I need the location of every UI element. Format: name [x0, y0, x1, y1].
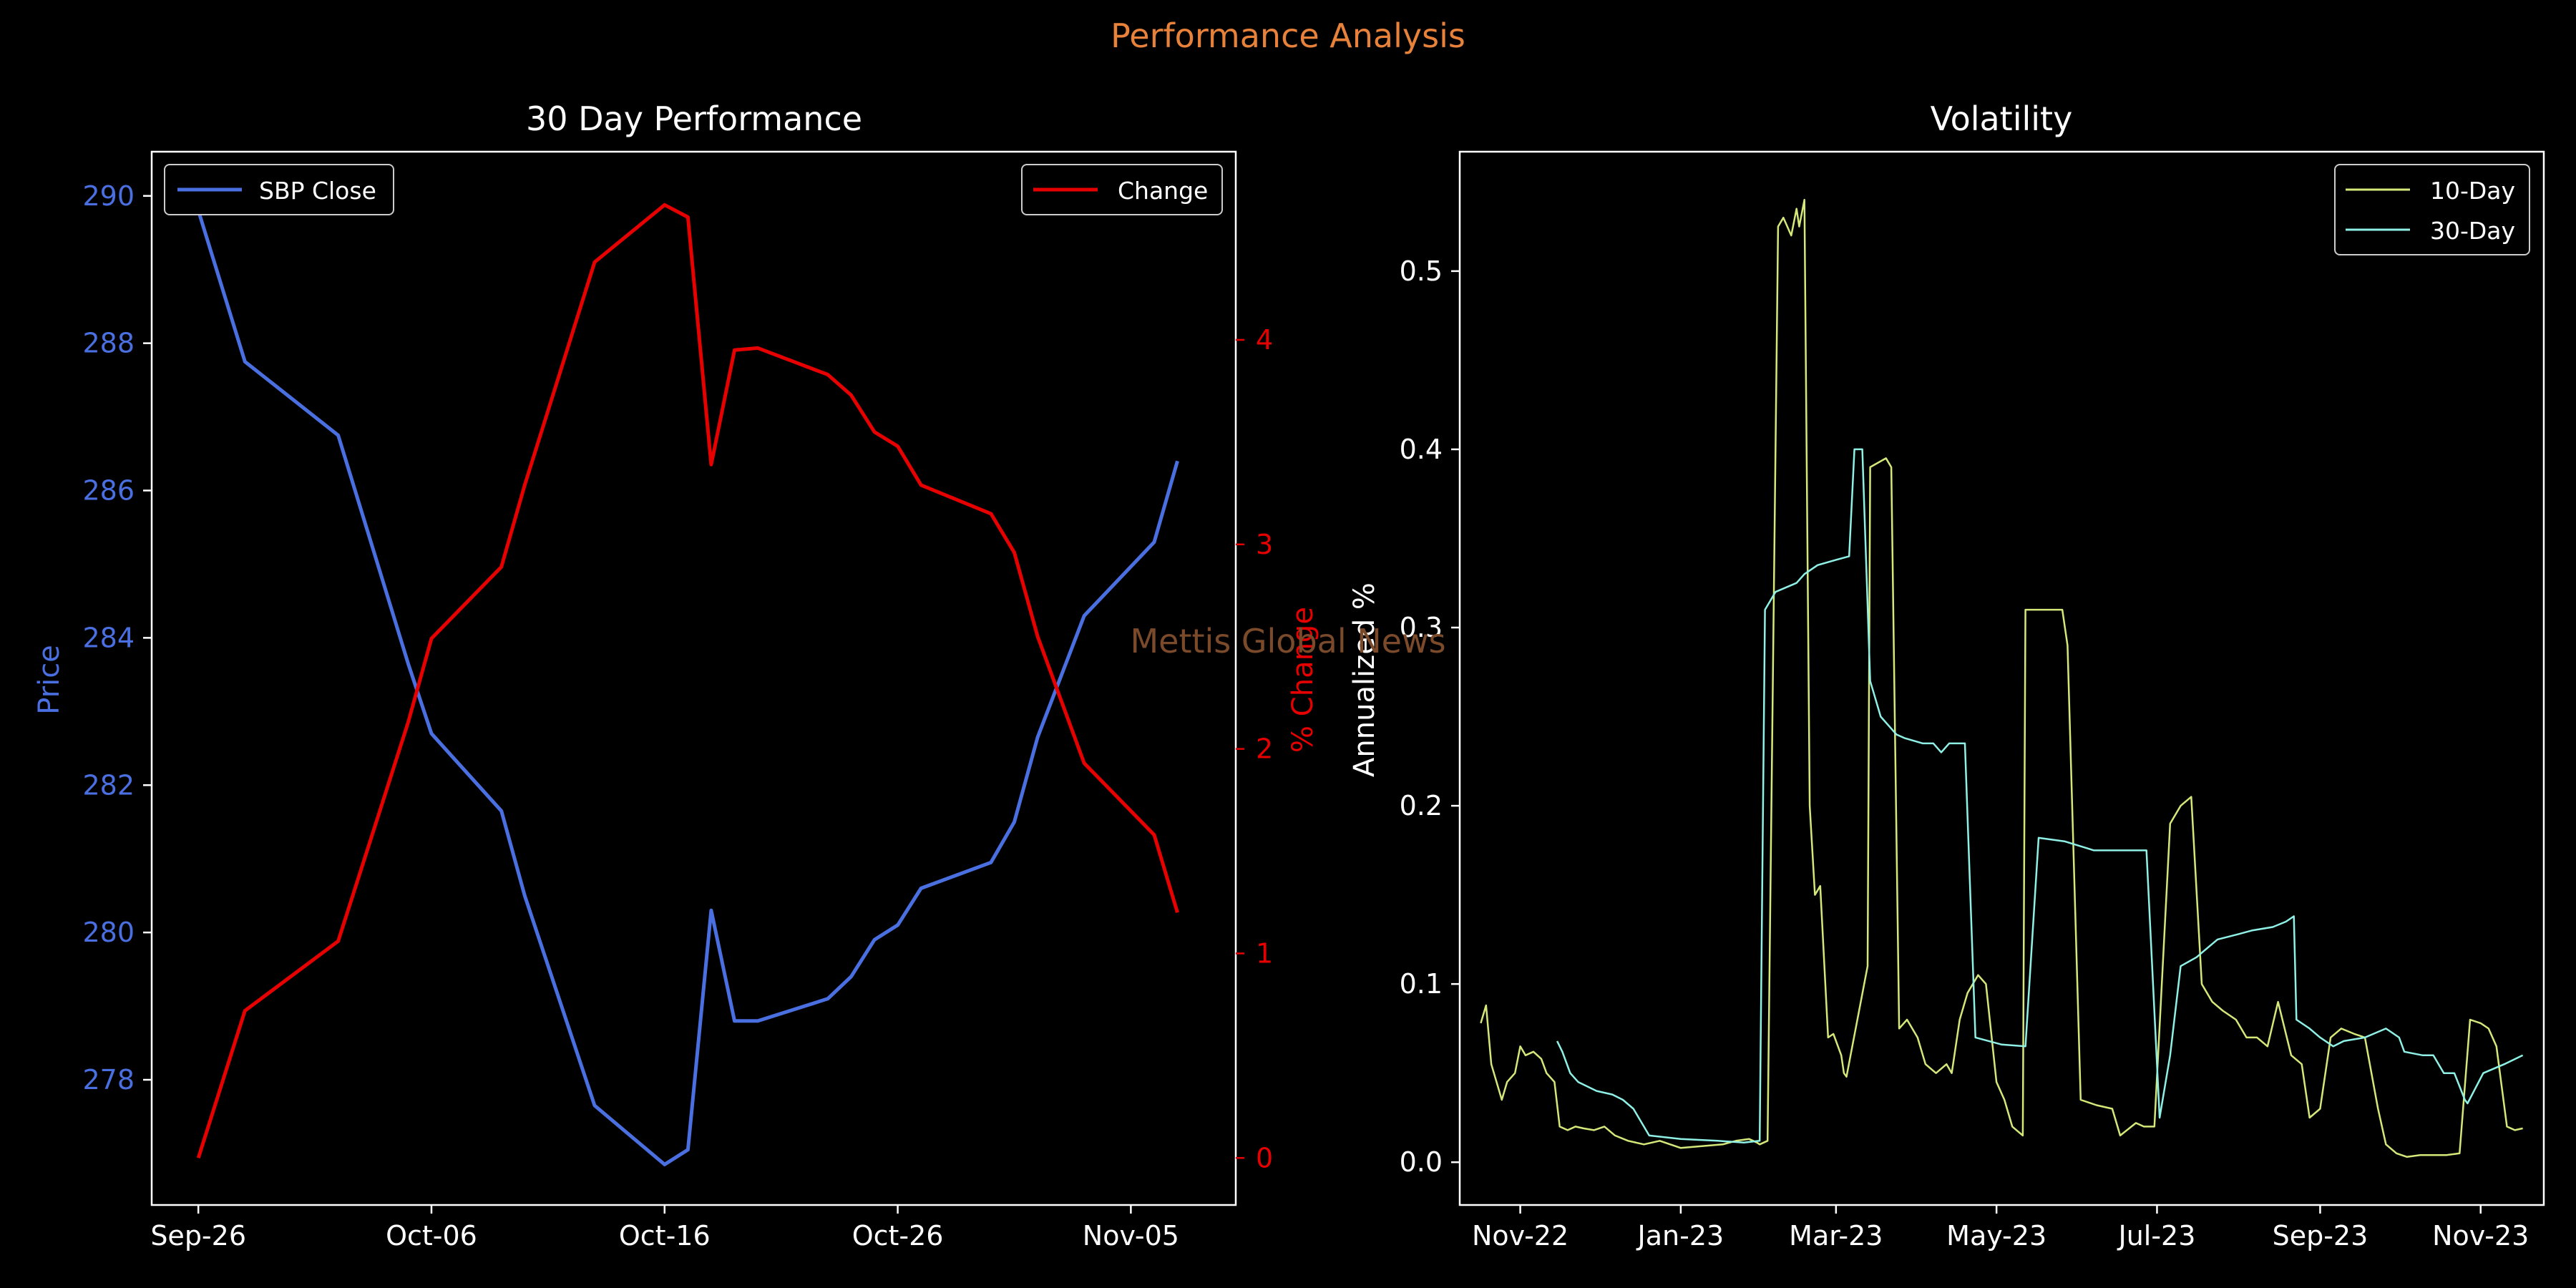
y2-tick-label: 1 — [1256, 937, 1273, 969]
y-tick-label: 288 — [82, 328, 135, 359]
series-line-change — [196, 203, 1179, 1159]
series-line-10-day — [1480, 198, 2523, 1158]
watermark: Mettis Global News — [1130, 622, 1445, 660]
x-tick-label: Nov-05 — [1083, 1220, 1179, 1252]
y-tick-label: 0.2 — [1400, 790, 1443, 821]
x-tick-label: Jan-23 — [1636, 1220, 1724, 1252]
y2-tick-label: 3 — [1256, 529, 1273, 560]
plot-frame — [1458, 150, 2545, 1206]
x-tick-label: Jul-23 — [2117, 1220, 2195, 1252]
y-tick-label: 0.3 — [1400, 612, 1443, 643]
legend-box — [1021, 164, 1223, 215]
y-tick-label: 0.1 — [1400, 968, 1443, 1000]
y-axis-label: Price — [33, 645, 66, 715]
legend-label-10-day: 10-Day — [2430, 177, 2515, 205]
x-tick-label: Mar-23 — [1789, 1220, 1883, 1252]
x-tick-label: Sep-23 — [2273, 1220, 2368, 1252]
x-tick-label: Nov-23 — [2432, 1220, 2529, 1252]
chart-30-day-performance: 30 Day Performance Sep-26 Oct-06 Oct-16 Oct… — [33, 99, 1319, 1252]
legend: 10-Day 30-Day — [2334, 164, 2530, 255]
series-line-30-day — [1556, 448, 2524, 1144]
y-tick-label: 0.0 — [1400, 1146, 1443, 1178]
x-tick-label: Oct-16 — [619, 1220, 711, 1252]
chart-title: Volatility — [1931, 99, 2073, 138]
y2-tick-label: 0 — [1256, 1142, 1273, 1174]
x-tick-label: Oct-06 — [386, 1220, 477, 1252]
legend-box — [164, 164, 394, 215]
y-tick-label: 284 — [82, 622, 135, 653]
y-axis-label: Annualized % — [1348, 582, 1381, 777]
y-tick-label: 0.5 — [1400, 255, 1443, 287]
y-tick-label: 286 — [82, 475, 135, 507]
y2-tick-label: 2 — [1256, 733, 1273, 765]
legend-box — [2334, 164, 2530, 255]
figure-suptitle: Performance Analysis — [1111, 16, 1465, 55]
y2-tick-label: 4 — [1256, 324, 1273, 356]
plot-frame — [150, 150, 1237, 1206]
x-tick-label: Nov-22 — [1472, 1220, 1568, 1252]
legend-label-30-day: 30-Day — [2430, 217, 2515, 245]
y-tick-label: 282 — [82, 769, 135, 801]
chart-title: 30 Day Performance — [526, 99, 862, 138]
x-tick-label: May-23 — [1946, 1220, 2046, 1252]
y-tick-label: 278 — [82, 1064, 135, 1096]
legend-left: SBP Close — [164, 164, 394, 215]
y2-axis-label: % Change — [1287, 607, 1319, 753]
legend-label-sbp-close: SBP Close — [259, 177, 376, 205]
y-tick-label: 280 — [82, 917, 135, 948]
y-tick-label: 0.4 — [1400, 434, 1443, 465]
chart-volatility: Volatility Nov-22 Jan-23 Mar-23 May-23 Jul-2… — [1348, 99, 2545, 1252]
series-line-sbp-close — [196, 210, 1179, 1166]
x-tick-label: Sep-26 — [150, 1220, 246, 1252]
y-tick-label: 290 — [82, 180, 135, 212]
legend-right: Change — [1021, 164, 1223, 215]
x-tick-label: Oct-26 — [852, 1220, 944, 1252]
legend-label-change: Change — [1118, 177, 1208, 205]
